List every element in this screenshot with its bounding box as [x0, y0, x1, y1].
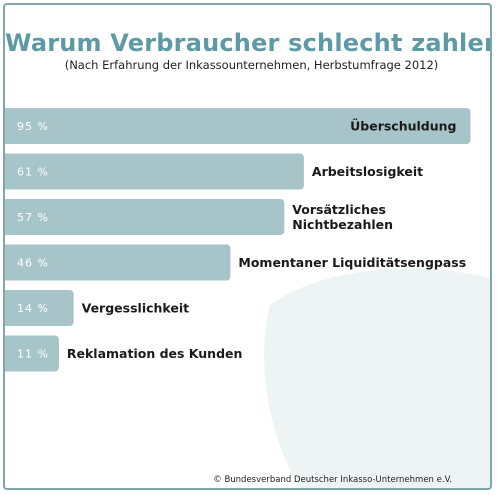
background-swoosh — [264, 268, 490, 488]
category-label-1: Überschuldung — [350, 119, 456, 134]
value-label-4: 46 % — [17, 257, 49, 270]
chart-title: Warum Verbraucher schlecht zahlen — [5, 29, 492, 57]
swoosh-shape — [264, 268, 490, 488]
bar-6 — [5, 335, 59, 372]
category-label-4: Momentaner Liquiditätsengpass — [238, 255, 466, 270]
bar-chart: 95 % Überschuldung 61 % Arbeitslosigkeit 57 … — [5, 108, 471, 372]
value-label-3: 57 % — [17, 211, 49, 224]
chart-subtitle: (Nach Erfahrung der Inkassounternehmen, … — [64, 58, 439, 72]
bar-4 — [5, 244, 231, 281]
value-label-5: 14 % — [17, 302, 49, 315]
category-label-6: Reklamation des Kunden — [67, 346, 243, 361]
chart-frame: Warum Verbraucher schlecht zahlen (Nach … — [3, 3, 492, 490]
bar-3 — [5, 199, 285, 235]
category-label-2: Arbeitslosigkeit — [312, 164, 423, 179]
value-label-2: 61 % — [17, 166, 49, 179]
copyright-note: © Bundesverband Deutscher Inkasso-Untern… — [213, 475, 452, 485]
category-label-5: Vergesslichkeit — [82, 301, 190, 316]
value-label-6: 11 % — [17, 348, 49, 361]
bar-2 — [5, 153, 304, 190]
category-label-3: Vorsätzliches Nichtbezahlen — [292, 202, 393, 232]
value-label-1: 95 % — [17, 120, 49, 133]
bar-5 — [5, 290, 74, 326]
bar-1 — [5, 108, 471, 144]
